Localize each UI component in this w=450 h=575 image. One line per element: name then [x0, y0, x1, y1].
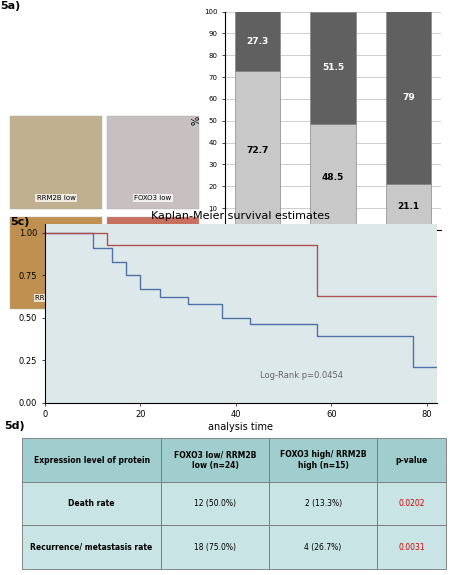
FancyBboxPatch shape: [377, 438, 446, 482]
FancyBboxPatch shape: [22, 526, 161, 569]
Text: 5c): 5c): [10, 217, 29, 227]
Text: 0.0031: 0.0031: [398, 543, 425, 551]
FancyBboxPatch shape: [108, 217, 198, 309]
Bar: [310, 12, 356, 124]
Text: Recurrence/ metastasis rate: Recurrence/ metastasis rate: [31, 543, 153, 551]
FancyBboxPatch shape: [22, 438, 161, 482]
Text: FOXO3 high/ RRM2B
high (n=15): FOXO3 high/ RRM2B high (n=15): [280, 450, 366, 470]
Text: FOXO3 low/ RRM2B
low (n=24): FOXO3 low/ RRM2B low (n=24): [174, 450, 256, 470]
Text: 0.0202: 0.0202: [398, 499, 424, 508]
Bar: [235, 71, 280, 230]
Text: 4 (26.7%): 4 (26.7%): [305, 543, 342, 551]
Bar: [310, 124, 356, 230]
FancyBboxPatch shape: [108, 116, 198, 209]
X-axis label: analysis time: analysis time: [208, 422, 273, 432]
FancyBboxPatch shape: [22, 482, 161, 526]
Text: 5a): 5a): [0, 1, 21, 12]
Text: p-value: p-value: [395, 455, 428, 465]
Text: FOXO3 low: FOXO3 low: [135, 195, 171, 201]
FancyBboxPatch shape: [161, 526, 269, 569]
Text: Death rate: Death rate: [68, 499, 115, 508]
FancyBboxPatch shape: [161, 438, 269, 482]
Text: 12 (50.0%): 12 (50.0%): [194, 499, 236, 508]
FancyBboxPatch shape: [269, 482, 377, 526]
FancyBboxPatch shape: [10, 217, 102, 309]
FancyBboxPatch shape: [377, 482, 446, 526]
Legend: FOXO3 low/RRM2B low, FOXO3 high/ RRM2B high: FOXO3 low/RRM2B low, FOXO3 high/ RRM2B h…: [122, 458, 360, 474]
FancyBboxPatch shape: [161, 482, 269, 526]
Title: Kaplan-Meier survival estimates: Kaplan-Meier survival estimates: [151, 210, 330, 221]
Text: FOXO3 high: FOXO3 high: [133, 296, 173, 301]
Text: 27.3: 27.3: [246, 37, 269, 46]
FancyBboxPatch shape: [269, 438, 377, 482]
Text: 72.7: 72.7: [246, 146, 269, 155]
Text: 79: 79: [402, 93, 415, 102]
FancyBboxPatch shape: [10, 116, 102, 209]
Text: Expression level of protein: Expression level of protein: [34, 455, 150, 465]
Text: 5d): 5d): [4, 421, 25, 431]
Text: 51.5: 51.5: [322, 63, 344, 72]
Text: RRM2B low: RRM2B low: [36, 195, 76, 201]
Text: 18 (75.0%): 18 (75.0%): [194, 543, 236, 551]
Text: Log-Rank p=0.0454: Log-Rank p=0.0454: [261, 370, 343, 380]
Bar: [386, 184, 431, 230]
FancyBboxPatch shape: [269, 526, 377, 569]
Y-axis label: %: %: [191, 116, 201, 125]
Text: 21.1: 21.1: [397, 202, 419, 212]
FancyBboxPatch shape: [377, 526, 446, 569]
Bar: [235, 12, 280, 71]
Bar: [386, 12, 431, 184]
Text: 48.5: 48.5: [322, 172, 344, 182]
Text: 2 (13.3%): 2 (13.3%): [305, 499, 342, 508]
Text: RRM2B high: RRM2B high: [35, 296, 77, 301]
